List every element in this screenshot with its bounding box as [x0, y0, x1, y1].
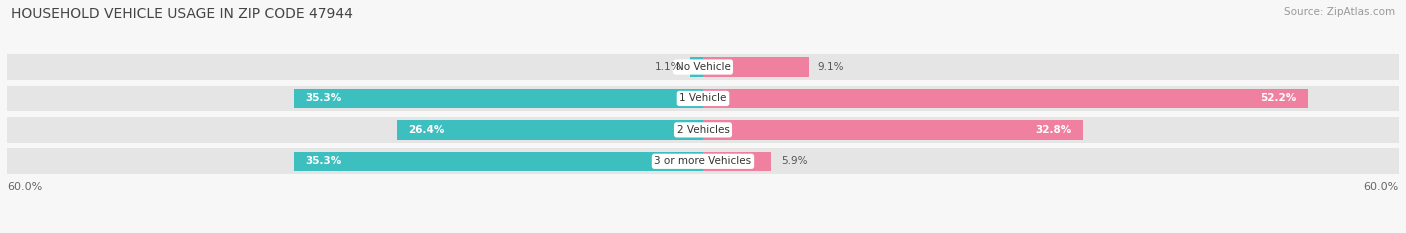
Text: 3 or more Vehicles: 3 or more Vehicles	[654, 156, 752, 166]
Text: 9.1%: 9.1%	[818, 62, 845, 72]
Bar	[703, 57, 808, 77]
Text: 52.2%: 52.2%	[1261, 93, 1296, 103]
Text: 26.4%: 26.4%	[408, 125, 444, 135]
Bar	[703, 148, 1399, 174]
Bar	[703, 152, 772, 171]
Bar	[7, 86, 703, 111]
Bar	[7, 54, 703, 80]
Text: No Vehicle: No Vehicle	[675, 62, 731, 72]
Bar	[703, 89, 1309, 108]
Text: 1.1%: 1.1%	[654, 62, 681, 72]
Bar	[703, 54, 1399, 80]
Text: 1 Vehicle: 1 Vehicle	[679, 93, 727, 103]
Text: 32.8%: 32.8%	[1036, 125, 1071, 135]
Text: 60.0%: 60.0%	[1364, 182, 1399, 192]
Bar	[703, 117, 1399, 143]
Text: Source: ZipAtlas.com: Source: ZipAtlas.com	[1284, 7, 1395, 17]
Bar	[294, 152, 703, 171]
Text: HOUSEHOLD VEHICLE USAGE IN ZIP CODE 47944: HOUSEHOLD VEHICLE USAGE IN ZIP CODE 4794…	[11, 7, 353, 21]
Bar	[7, 117, 703, 143]
Text: 5.9%: 5.9%	[780, 156, 807, 166]
Text: 2 Vehicles: 2 Vehicles	[676, 125, 730, 135]
Bar	[703, 120, 1084, 140]
Bar	[396, 120, 703, 140]
Text: 60.0%: 60.0%	[7, 182, 42, 192]
Bar	[703, 86, 1399, 111]
Bar	[7, 148, 703, 174]
Bar	[690, 57, 703, 77]
Bar	[294, 89, 703, 108]
Text: 35.3%: 35.3%	[305, 156, 342, 166]
Text: 35.3%: 35.3%	[305, 93, 342, 103]
